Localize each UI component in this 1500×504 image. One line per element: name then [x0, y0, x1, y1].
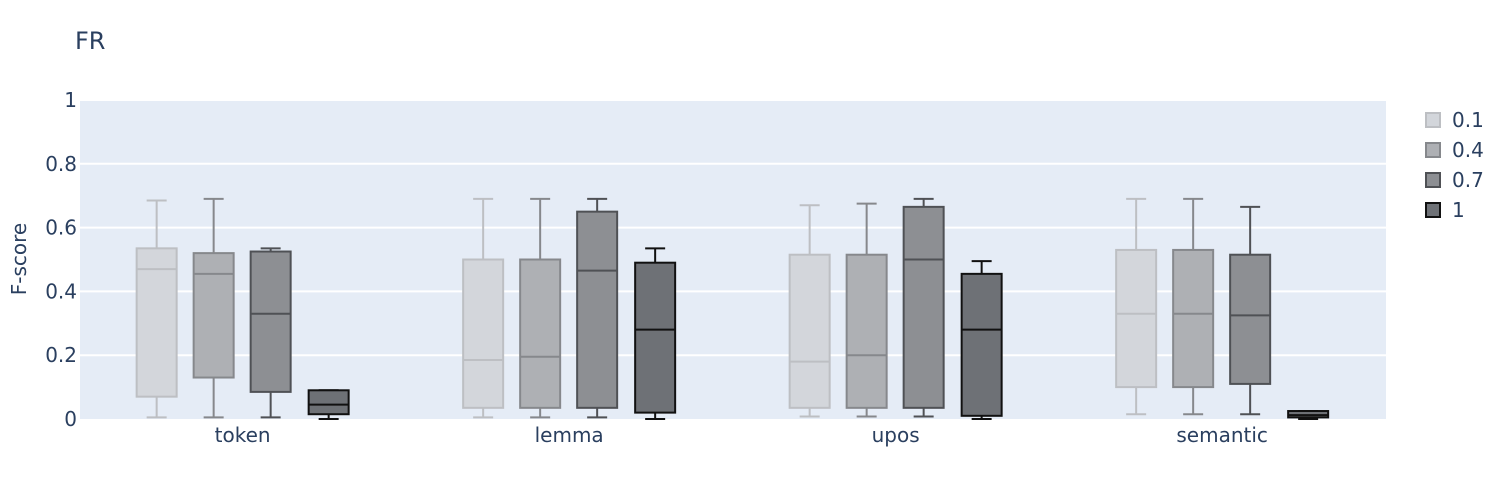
box-body	[902, 205, 945, 409]
box[interactable]	[307, 389, 350, 420]
chart-title: FR	[75, 27, 105, 55]
legend-swatch	[1425, 112, 1441, 128]
x-tick-label: semantic	[1176, 423, 1268, 447]
legend-label: 0.4	[1452, 138, 1484, 162]
grid-lines	[80, 99, 1386, 357]
box[interactable]	[960, 260, 1003, 420]
box-series-1	[135, 197, 1158, 419]
box[interactable]	[519, 197, 562, 419]
box[interactable]	[192, 197, 235, 419]
legend-item[interactable]: 0.1	[1425, 108, 1484, 132]
y-tick-label: 1	[64, 88, 77, 112]
legend-label: 1	[1452, 198, 1465, 222]
x-tick-label: upos	[872, 423, 920, 447]
legend-item[interactable]: 1	[1425, 198, 1465, 222]
box-body	[135, 247, 178, 398]
box[interactable]	[576, 197, 619, 419]
box-body	[845, 253, 888, 409]
box[interactable]	[249, 247, 292, 419]
box[interactable]	[634, 247, 677, 420]
box-series-4	[307, 247, 1330, 420]
legend-swatch	[1425, 202, 1441, 218]
box-body	[192, 252, 235, 379]
y-axis-ticks: 0 0.2 0.4 0.6 0.8 1	[45, 88, 77, 431]
y-tick-label: 0.4	[45, 279, 77, 303]
box[interactable]	[902, 197, 945, 418]
box-body	[462, 258, 505, 409]
box-series	[135, 197, 1330, 420]
box-body	[249, 250, 292, 393]
box-body	[634, 261, 677, 414]
box[interactable]	[788, 204, 831, 418]
box-body	[307, 389, 350, 416]
box[interactable]	[135, 199, 178, 419]
legend-item[interactable]: 0.4	[1425, 138, 1484, 162]
legend: 0.1 0.4 0.7 1	[1425, 108, 1484, 222]
box-body	[1172, 248, 1215, 389]
x-tick-label: token	[215, 423, 271, 447]
box[interactable]	[1287, 410, 1330, 420]
legend-label: 0.1	[1452, 108, 1484, 132]
y-tick-label: 0.2	[45, 343, 77, 367]
box[interactable]	[462, 197, 505, 419]
box-body	[576, 210, 619, 409]
legend-label: 0.7	[1452, 168, 1484, 192]
box[interactable]	[1172, 197, 1215, 416]
box-body	[1229, 253, 1272, 385]
box[interactable]	[1229, 205, 1272, 416]
box-body	[519, 258, 562, 409]
box-body	[788, 253, 831, 409]
box-series-3	[249, 197, 1272, 419]
box[interactable]	[845, 202, 888, 418]
box-body	[1115, 248, 1158, 389]
y-tick-label: 0.8	[45, 152, 77, 176]
y-tick-label: 0	[64, 407, 77, 431]
y-axis-label: F-score	[7, 223, 31, 295]
legend-item[interactable]: 0.7	[1425, 168, 1484, 192]
plot-area	[80, 100, 1386, 419]
x-axis-ticks: token lemma upos semantic	[215, 423, 1268, 447]
legend-swatch	[1425, 172, 1441, 188]
box[interactable]	[1115, 197, 1158, 416]
box-body	[960, 272, 1003, 417]
y-tick-label: 0.6	[45, 216, 77, 240]
x-tick-label: lemma	[535, 423, 604, 447]
box-series-2	[192, 197, 1215, 419]
legend-swatch	[1425, 142, 1441, 158]
